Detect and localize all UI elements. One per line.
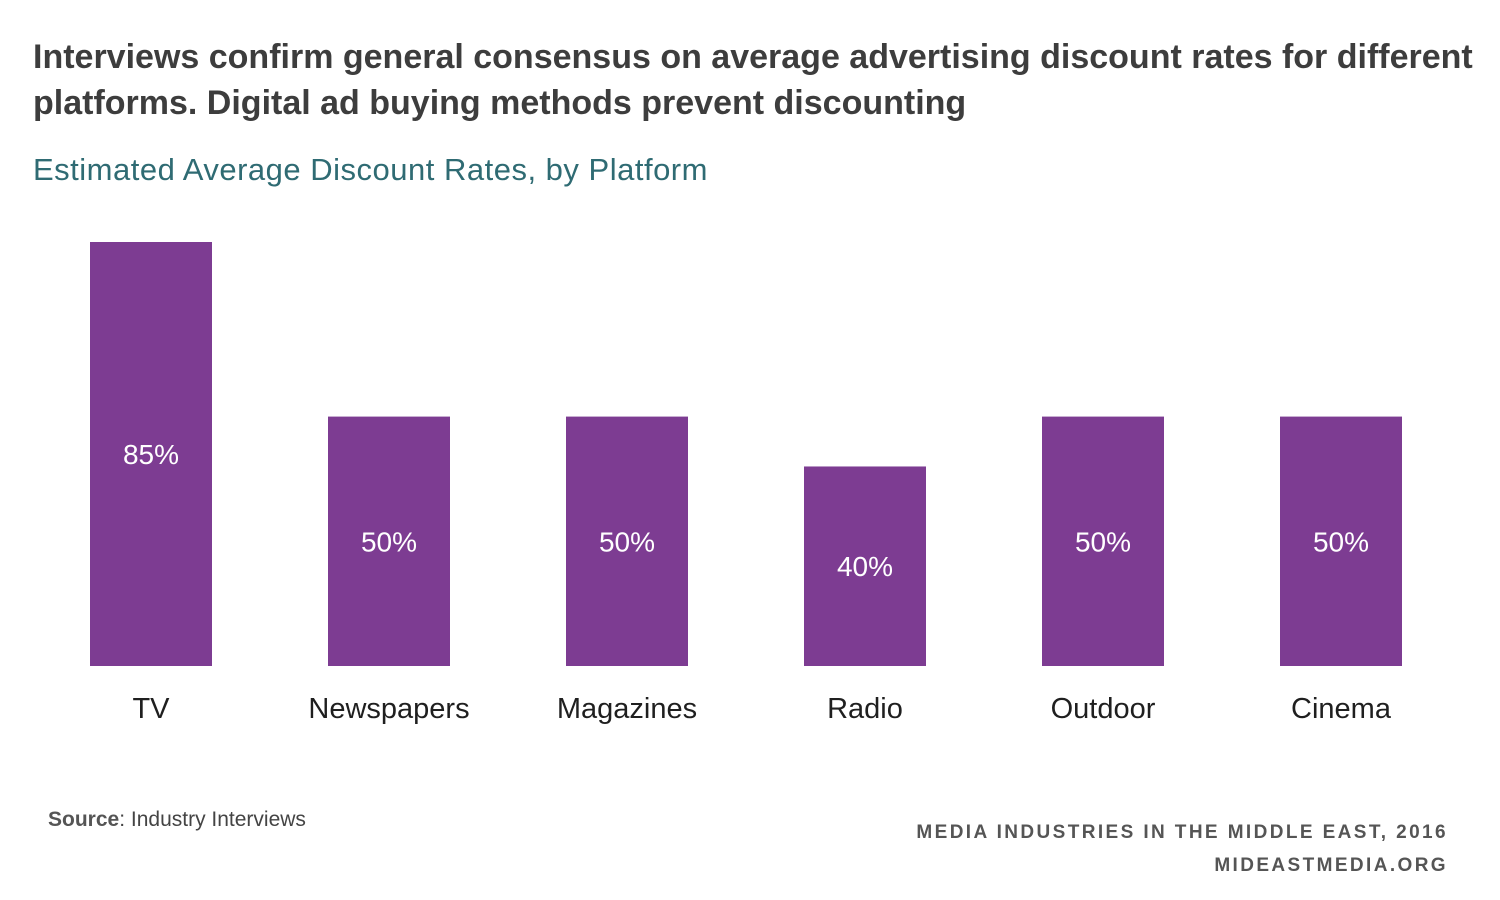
value-label-newspapers: 50%	[361, 526, 417, 557]
bar-newspapers	[328, 416, 450, 666]
bar-radio	[804, 466, 926, 666]
chart-subtitle: Estimated Average Discount Rates, by Pla…	[33, 152, 708, 187]
category-label-radio: Radio	[827, 693, 903, 725]
bar-outdoor	[1042, 416, 1164, 666]
value-label-outdoor: 50%	[1075, 526, 1131, 557]
source-note: Source: Industry Interviews	[48, 808, 306, 832]
value-label-radio: 40%	[837, 551, 893, 582]
credit-publication: MEDIA INDUSTRIES IN THE MIDDLE EAST, 201…	[916, 822, 1448, 843]
value-labels-group: 85% 50% 50% 40% 50% 50%	[123, 439, 1369, 582]
source-key: Source	[48, 808, 120, 831]
bar-magazines	[566, 416, 688, 666]
bars-group	[90, 242, 1402, 666]
category-label-magazines: Magazines	[557, 693, 697, 725]
category-label-cinema: Cinema	[1291, 693, 1392, 725]
value-label-tv: 85%	[123, 439, 179, 470]
value-label-magazines: 50%	[599, 526, 655, 557]
bar-chart: 85% 50% 50% 40% 50% 50% TV Newspapers Magazines…	[90, 242, 1402, 725]
credits: MEDIA INDUSTRIES IN THE MIDDLE EAST, 201…	[916, 816, 1448, 882]
credit-website: MIDEASTMEDIA.ORG	[1214, 855, 1448, 876]
category-label-outdoor: Outdoor	[1051, 693, 1156, 725]
category-labels-group: TV Newspapers Magazines Radio Outdoor Cinema	[132, 693, 1391, 725]
source-text: : Industry Interviews	[119, 808, 306, 831]
chart-title: Interviews confirm general consensus on …	[33, 38, 1473, 122]
category-label-newspapers: Newspapers	[308, 693, 469, 725]
value-label-cinema: 50%	[1313, 526, 1369, 557]
category-label-tv: TV	[132, 693, 170, 725]
bar-cinema	[1280, 416, 1402, 666]
bar-tv	[90, 242, 212, 666]
